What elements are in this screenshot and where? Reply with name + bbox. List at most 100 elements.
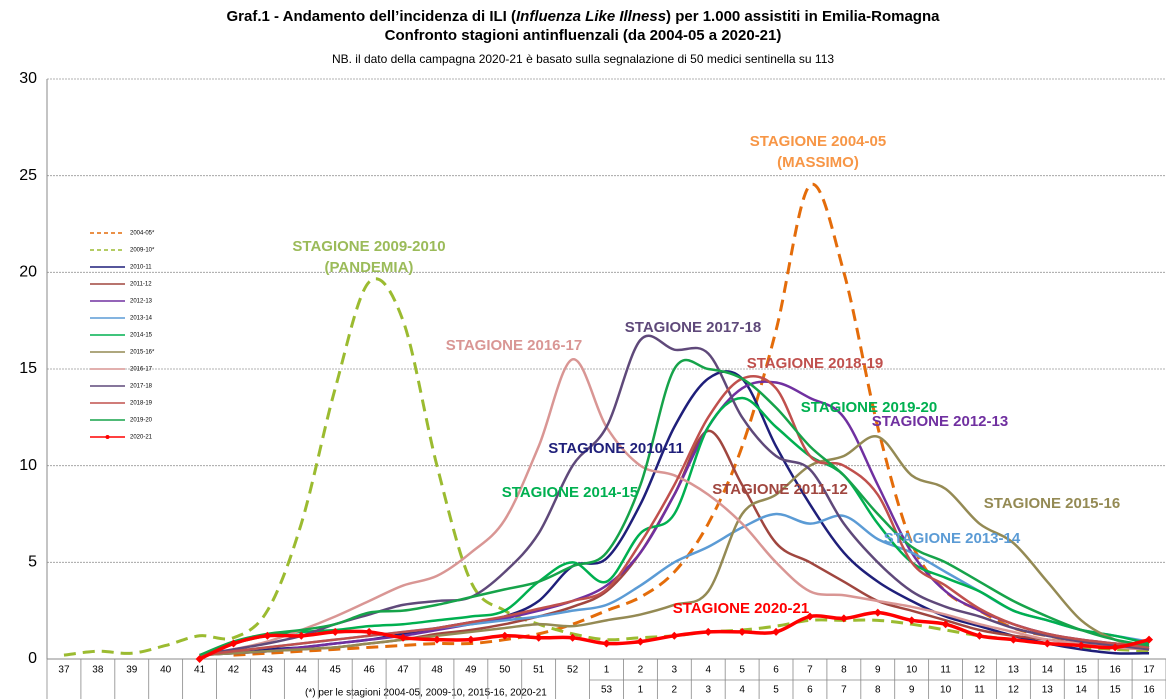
marker xyxy=(1077,641,1086,650)
x-tick-label-row2: 16 xyxy=(1143,685,1155,696)
x-tick-label: 12 xyxy=(974,665,986,676)
marker xyxy=(466,635,475,644)
x-tick-label: 38 xyxy=(92,665,104,676)
title-part: Influenza Like Illness xyxy=(516,8,666,25)
marker xyxy=(534,633,543,642)
marker xyxy=(297,631,306,640)
marker xyxy=(738,627,747,636)
marker xyxy=(432,635,441,644)
x-tick-label: 42 xyxy=(228,665,240,676)
annotation: STAGIONE 2012-13 xyxy=(872,413,1008,430)
y-tick-label: 15 xyxy=(19,360,37,377)
x-tick-label: 45 xyxy=(330,665,342,676)
x-tick-label-row2: 13 xyxy=(1042,685,1054,696)
series-line xyxy=(199,435,1150,657)
marker xyxy=(331,627,340,636)
x-tick-label: 37 xyxy=(58,665,70,676)
y-tick-label: 25 xyxy=(19,167,37,184)
marker xyxy=(500,631,509,640)
x-tick-label: 6 xyxy=(773,665,779,676)
x-tick-label-row2: 1 xyxy=(638,685,644,696)
annotation: STAGIONE 2014-15 xyxy=(502,484,638,501)
annotation: STAGIONE 2016-17 xyxy=(446,337,582,354)
x-tick-label: 8 xyxy=(841,665,847,676)
marker xyxy=(907,616,916,625)
annotation: STAGIONE 2004-05 xyxy=(750,133,886,150)
x-tick-label: 5 xyxy=(739,665,745,676)
x-tick-label-row2: 6 xyxy=(807,685,813,696)
x-tick-label-row2: 9 xyxy=(909,685,915,696)
legend-label: 2013-14 xyxy=(130,316,153,322)
series-line xyxy=(199,334,1150,657)
marker xyxy=(1111,643,1120,652)
marker xyxy=(399,633,408,642)
x-tick-label: 7 xyxy=(807,665,813,676)
legend-label: 2010-11 xyxy=(130,265,152,271)
annotation: STAGIONE 2010-11 xyxy=(548,440,684,457)
annotation: (PANDEMIA) xyxy=(325,259,414,276)
x-tick-label: 3 xyxy=(672,665,678,676)
x-tick-label: 49 xyxy=(465,665,477,676)
annotation: STAGIONE 2017-18 xyxy=(625,319,761,336)
x-tick-label: 4 xyxy=(705,665,711,676)
x-tick-label-row2: 12 xyxy=(1008,685,1020,696)
x-tick-label: 1 xyxy=(604,665,610,676)
marker xyxy=(975,631,984,640)
annotation: STAGIONE 2009-2010 xyxy=(292,238,445,255)
x-tick-label-row2: 11 xyxy=(974,685,985,696)
x-tick-label: 44 xyxy=(296,665,308,676)
x-tick-label: 14 xyxy=(1042,665,1054,676)
marker xyxy=(839,614,848,623)
marker xyxy=(772,627,781,636)
chart-subtitle: Confronto stagioni antinfluenzali (da 20… xyxy=(385,27,782,44)
series-line xyxy=(199,374,1150,657)
marker xyxy=(568,633,577,642)
x-tick-label: 52 xyxy=(567,665,579,676)
annotation: (MASSIMO) xyxy=(777,154,859,171)
legend-label: 2004-05* xyxy=(130,231,155,237)
x-tick-label: 41 xyxy=(194,665,206,676)
x-tick-label: 13 xyxy=(1008,665,1020,676)
x-tick-label: 48 xyxy=(431,665,443,676)
y-tick-label: 10 xyxy=(19,457,37,474)
x-tick-label: 46 xyxy=(364,665,376,676)
x-tick-label-row2: 7 xyxy=(841,685,847,696)
legend-label: 2009-10* xyxy=(130,248,155,254)
annotation: STAGIONE 2020-21 xyxy=(673,600,809,617)
marker xyxy=(805,612,814,621)
x-tick-label: 2 xyxy=(638,665,644,676)
annotation: STAGIONE 2011-12 xyxy=(712,481,848,498)
series-line xyxy=(199,358,1150,657)
x-tick-label: 47 xyxy=(397,665,409,676)
series-line xyxy=(199,358,1150,657)
x-tick-label-row2: 53 xyxy=(601,685,613,696)
legend-label: 2012-13 xyxy=(130,299,153,305)
y-tick-label: 0 xyxy=(28,650,37,667)
x-tick-label: 15 xyxy=(1076,665,1088,676)
title-part: Graf.1 - Andamento dell’incidenza di ILI… xyxy=(227,8,516,25)
annotation: STAGIONE 2013-14 xyxy=(884,530,1021,547)
marker xyxy=(229,639,238,648)
legend-label: 2016-17 xyxy=(130,367,153,373)
footnote: (*) per le stagioni 2004-05, 2009-10, 20… xyxy=(305,688,547,699)
x-tick-label: 51 xyxy=(533,665,545,676)
x-tick-label: 11 xyxy=(940,665,951,676)
marker xyxy=(670,631,679,640)
marker xyxy=(1145,635,1154,644)
legend-label: 2011-12 xyxy=(130,282,152,288)
x-tick-label-row2: 2 xyxy=(672,685,678,696)
marker xyxy=(602,639,611,648)
y-tick-label: 20 xyxy=(19,264,37,281)
note: NB. il dato della campagna 2020-21 è bas… xyxy=(332,52,834,66)
marker xyxy=(704,627,713,636)
legend-label: 2017-18 xyxy=(130,384,153,390)
chart-title: Graf.1 - Andamento dell’incidenza di ILI… xyxy=(227,8,941,25)
x-tick-label-row2: 8 xyxy=(875,685,881,696)
x-tick-label-row2: 14 xyxy=(1076,685,1088,696)
x-tick-label: 10 xyxy=(906,665,918,676)
legend-label: 2019-20 xyxy=(130,418,153,424)
y-tick-label: 5 xyxy=(28,554,37,571)
marker xyxy=(195,655,204,663)
x-tick-label: 40 xyxy=(160,665,172,676)
annotation: STAGIONE 2018-19 xyxy=(747,355,883,372)
